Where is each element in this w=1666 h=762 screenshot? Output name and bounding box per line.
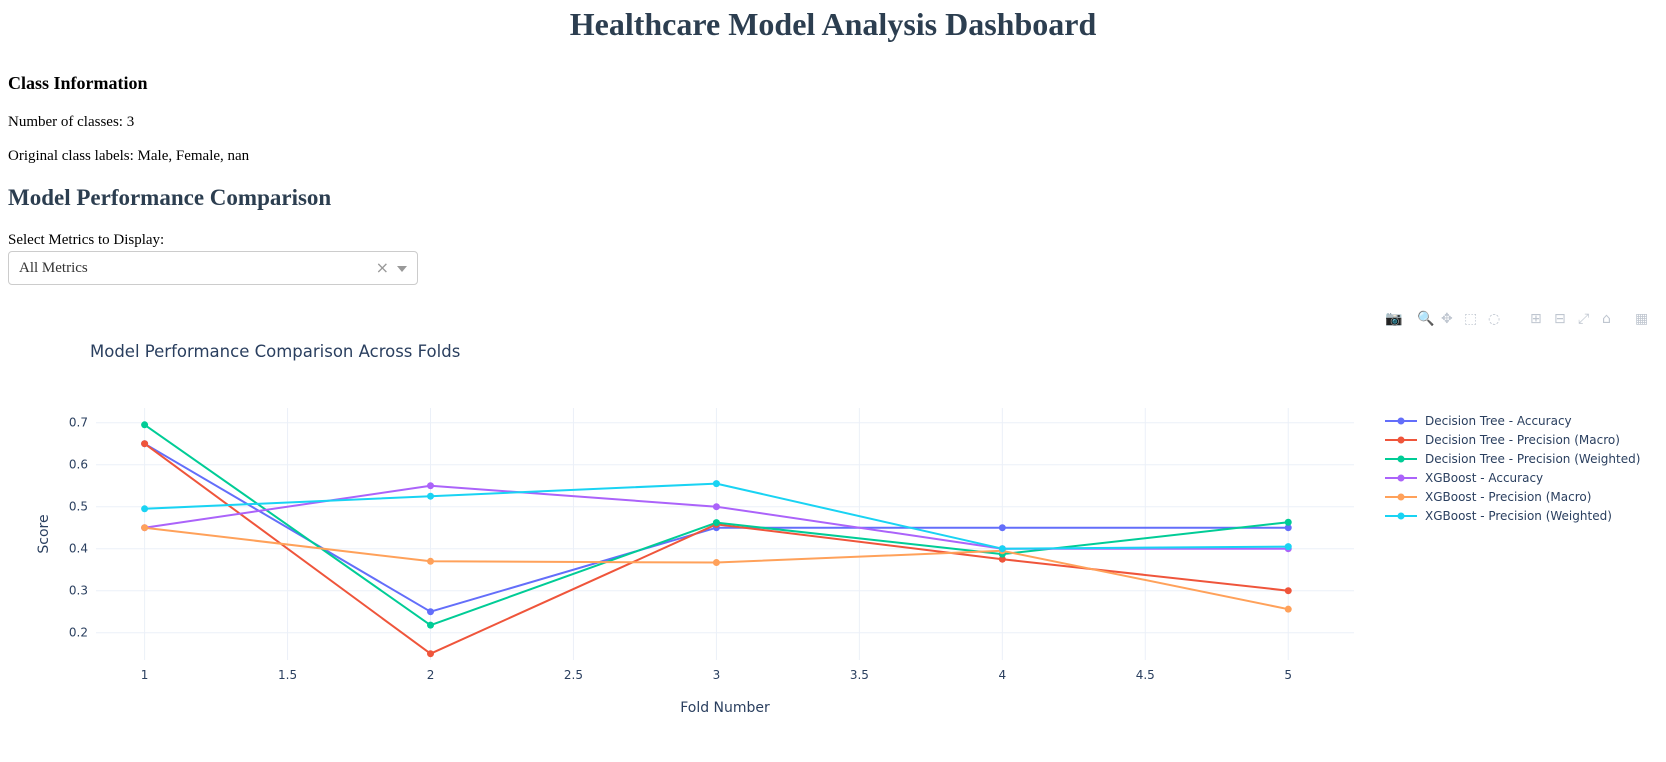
legend-label: XGBoost - Precision (Weighted): [1425, 509, 1612, 523]
data-point[interactable]: [712, 559, 720, 567]
legend-marker[interactable]: [1397, 417, 1405, 425]
chart-title: Model Performance Comparison Across Fold…: [90, 342, 460, 361]
legend-label: XGBoost - Precision (Macro): [1425, 490, 1591, 504]
lasso-select-icon[interactable]: ◌: [1488, 311, 1501, 327]
chevron-down-icon[interactable]: [397, 266, 407, 272]
data-point[interactable]: [712, 503, 720, 511]
legend-label: Decision Tree - Precision (Weighted): [1425, 452, 1640, 466]
legend-label: XGBoost - Accuracy: [1425, 471, 1543, 485]
comparison-heading: Model Performance Comparison: [8, 185, 332, 210]
x-tick-label: 5: [1284, 668, 1292, 682]
data-point[interactable]: [141, 505, 149, 513]
data-point[interactable]: [427, 492, 435, 500]
metrics-select-label: Select Metrics to Display:: [8, 232, 165, 248]
x-axis-title: Fold Number: [680, 700, 770, 716]
y-tick-label: 0.4: [69, 542, 88, 556]
data-point[interactable]: [1284, 518, 1292, 526]
data-point[interactable]: [141, 440, 149, 448]
x-tick-label: 2: [427, 668, 435, 682]
x-tick-label: 4: [999, 668, 1007, 682]
legend-marker[interactable]: [1397, 436, 1405, 444]
zoom-icon[interactable]: 🔍: [1417, 311, 1435, 327]
x-tick-label: 3.5: [850, 668, 869, 682]
data-point[interactable]: [427, 557, 435, 565]
data-point[interactable]: [1284, 543, 1292, 551]
box-select-icon[interactable]: ⬚: [1464, 311, 1478, 327]
data-point[interactable]: [998, 524, 1006, 532]
data-point[interactable]: [1284, 587, 1292, 595]
zoom-out-icon[interactable]: ⊟: [1554, 311, 1566, 327]
x-tick-label: 3: [713, 668, 721, 682]
data-point[interactable]: [998, 555, 1006, 563]
data-point[interactable]: [141, 421, 149, 429]
page-title: Healthcare Model Analysis Dashboard: [569, 6, 1097, 42]
y-tick-label: 0.3: [69, 584, 88, 598]
legend-marker[interactable]: [1397, 474, 1405, 482]
class-info-heading: Class Information: [8, 73, 148, 93]
legend-label: Decision Tree - Precision (Macro): [1425, 433, 1620, 447]
data-point[interactable]: [427, 608, 435, 616]
camera-icon[interactable]: 📷: [1385, 311, 1403, 327]
plotly-logo-icon[interactable]: ▦: [1635, 311, 1649, 327]
data-point[interactable]: [1284, 605, 1292, 613]
metrics-dropdown-value: All Metrics: [19, 260, 88, 276]
data-point[interactable]: [427, 621, 435, 629]
num-classes-text: Number of classes: 3: [8, 114, 135, 130]
data-point[interactable]: [141, 524, 149, 532]
class-labels-text: Original class labels: Male, Female, nan: [8, 148, 250, 164]
legend-label: Decision Tree - Accuracy: [1425, 414, 1572, 428]
y-tick-label: 0.2: [69, 626, 88, 640]
data-point[interactable]: [427, 482, 435, 490]
x-tick-label: 1.5: [278, 668, 297, 682]
data-point[interactable]: [427, 650, 435, 658]
y-tick-label: 0.7: [69, 416, 88, 430]
legend-marker[interactable]: [1397, 455, 1405, 463]
data-point[interactable]: [712, 480, 720, 488]
legend-marker[interactable]: [1397, 493, 1405, 501]
metrics-dropdown[interactable]: All Metrics ×: [8, 251, 418, 285]
legend-marker[interactable]: [1397, 512, 1405, 520]
pan-icon[interactable]: ✥: [1441, 311, 1453, 327]
data-point[interactable]: [1284, 524, 1292, 532]
autoscale-icon[interactable]: ⤢: [1578, 311, 1590, 327]
chart-modebar: 📷 🔍 ✥ ⬚ ◌ ⊞ ⊟ ⤢ ⌂ ▦: [1385, 309, 1655, 329]
data-point[interactable]: [712, 519, 720, 527]
performance-chart: Model Performance Comparison Across Fold…: [36, 342, 1640, 716]
clear-icon[interactable]: ×: [375, 258, 389, 277]
data-point[interactable]: [998, 545, 1006, 553]
x-tick-label: 1: [141, 668, 149, 682]
y-tick-label: 0.6: [69, 458, 88, 472]
reset-axes-icon[interactable]: ⌂: [1602, 311, 1611, 327]
x-tick-label: 4.5: [1136, 668, 1155, 682]
x-tick-label: 2.5: [564, 668, 583, 682]
y-tick-label: 0.5: [69, 500, 88, 514]
y-axis-title: Score: [36, 514, 52, 553]
zoom-in-icon[interactable]: ⊞: [1530, 311, 1542, 327]
